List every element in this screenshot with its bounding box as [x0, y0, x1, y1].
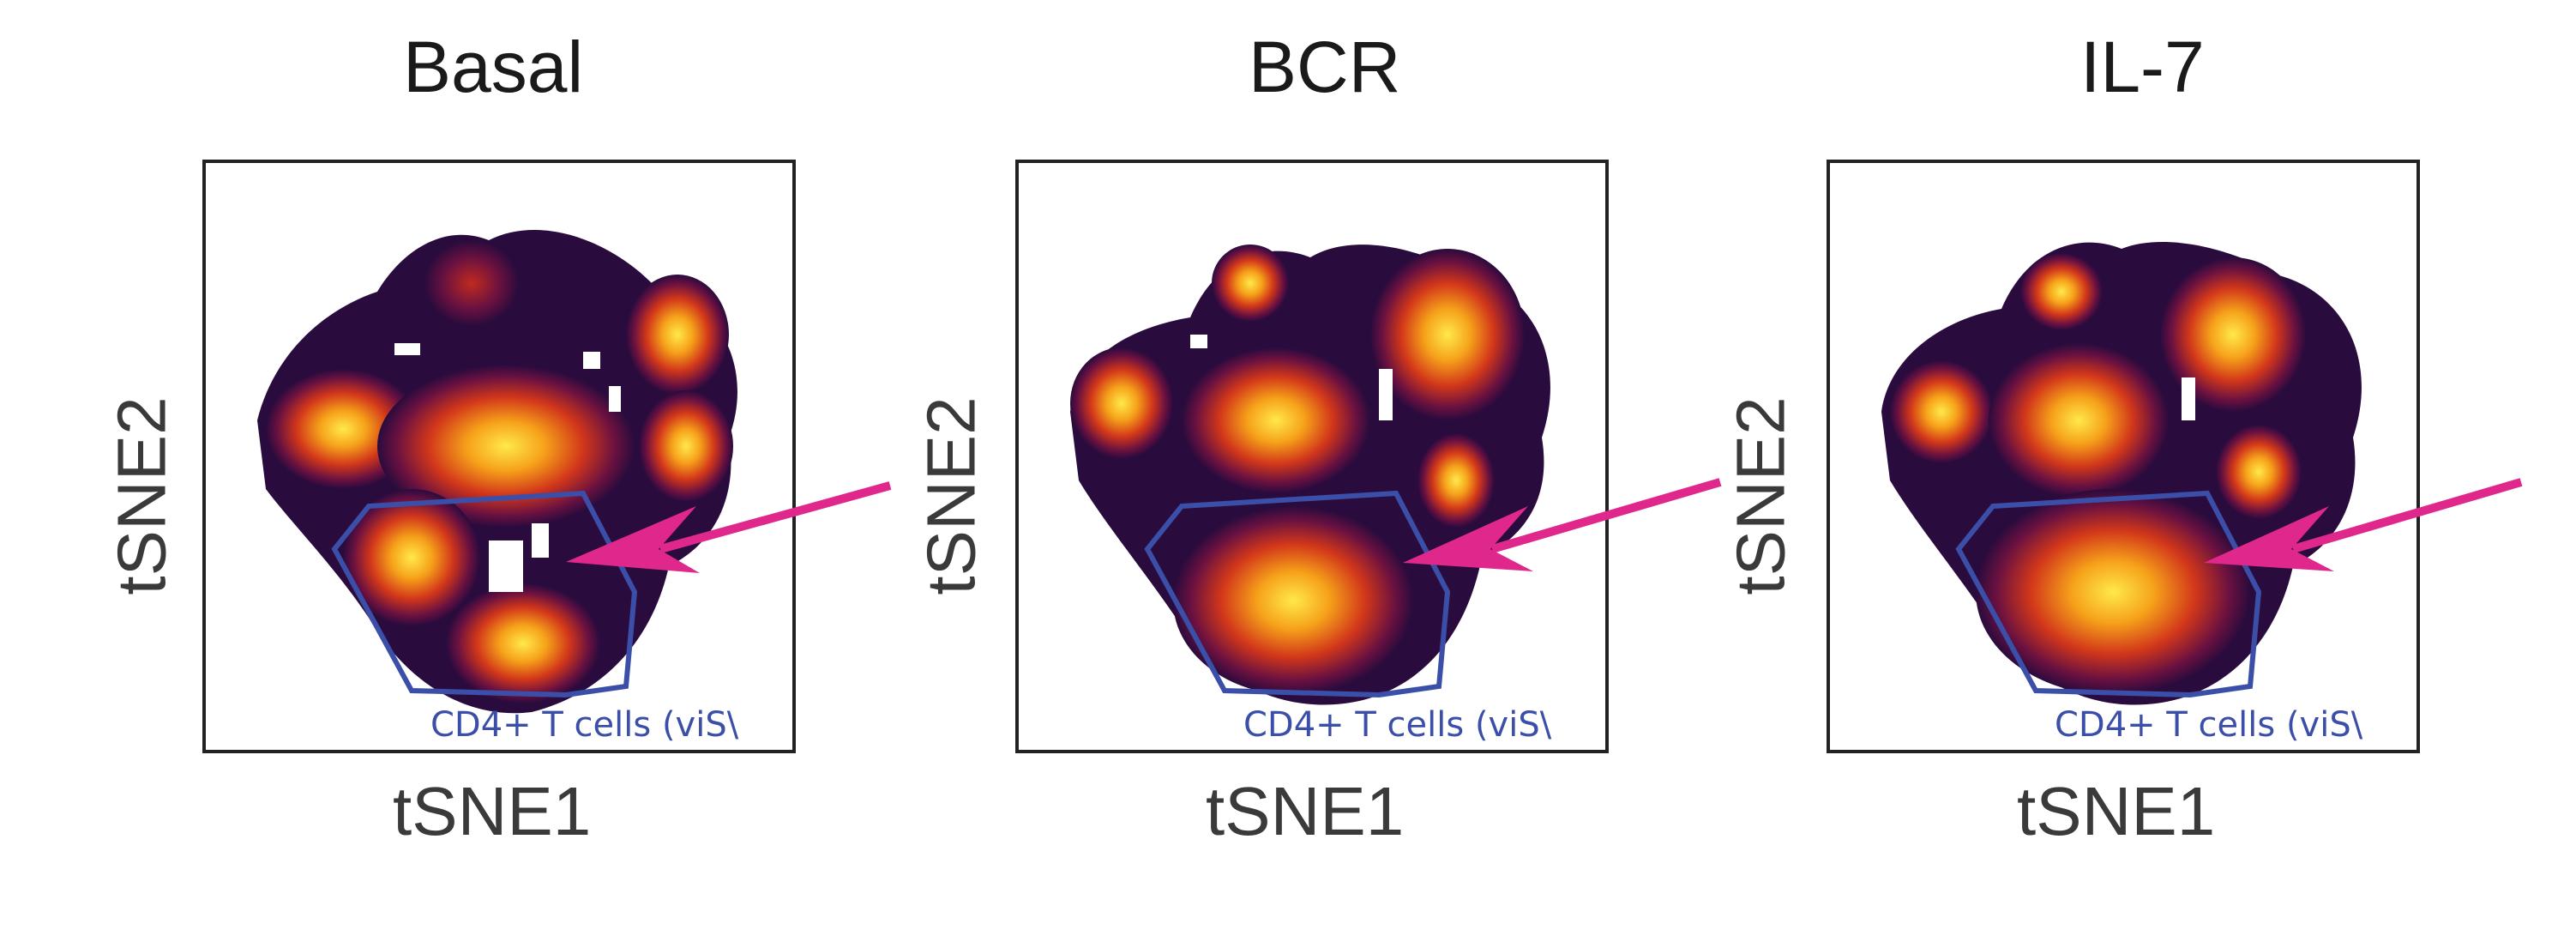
cluster	[1989, 343, 2169, 498]
panel-bcr: BCR tSNE2 CD4+ T c	[823, 0, 1646, 948]
gate-polygon	[1955, 490, 2262, 698]
x-axis-label: tSNE1	[393, 773, 592, 849]
cluster	[1182, 347, 1370, 493]
cluster	[626, 275, 729, 395]
speckles	[2182, 377, 2195, 420]
cluster	[1370, 249, 1525, 420]
gate-polygon	[1144, 490, 1451, 698]
density-plot: CD4+ T cells (viS\	[1070, 245, 1552, 745]
panel-il7: IL-7 tSNE2 CD4+ T	[1634, 0, 2458, 948]
x-axis-label: tSNE1	[1206, 773, 1405, 849]
cluster	[1417, 433, 1495, 528]
cluster	[424, 240, 519, 326]
gate-label: CD4+ T cells (viS\	[2055, 705, 2363, 745]
gate-polygon	[331, 490, 638, 698]
panel-title: BCR	[1249, 27, 1401, 107]
gate-label: CD4+ T cells (viS\	[1243, 705, 1552, 745]
y-axis-label: tSNE2	[1722, 396, 1799, 595]
density-plot: CD4+ T cells (viS\	[1881, 241, 2363, 745]
panel-basal: Basal tSNE2	[0, 0, 823, 948]
plot-area: CD4+ T cells (viS\	[1015, 160, 1609, 753]
speckles	[1190, 335, 1393, 420]
cluster	[1070, 347, 1173, 459]
cluster	[343, 489, 480, 626]
speckles	[394, 343, 621, 592]
panel-title: Basal	[403, 27, 584, 107]
plot-area: CD4+ T cells (viS\	[1827, 160, 2420, 753]
cluster	[1976, 489, 2250, 695]
gate-label: CD4+ T cells (viS\	[430, 705, 739, 745]
cluster	[2020, 253, 2103, 330]
cluster	[1173, 506, 1413, 695]
cluster	[2160, 257, 2306, 412]
y-axis-label: tSNE2	[103, 396, 180, 595]
density-plot: CD4+ T cells (viS\	[257, 230, 739, 745]
cluster	[639, 390, 733, 502]
x-axis-label: tSNE1	[2017, 773, 2216, 849]
cluster	[1212, 245, 1289, 322]
cluster	[446, 583, 600, 703]
panel-title: IL-7	[2080, 27, 2205, 107]
cluster	[1890, 360, 1993, 463]
y-axis-label: tSNE2	[912, 396, 990, 595]
cluster	[377, 365, 635, 528]
cluster	[2216, 425, 2302, 519]
plot-area: CD4+ T cells (viS\	[202, 160, 796, 753]
